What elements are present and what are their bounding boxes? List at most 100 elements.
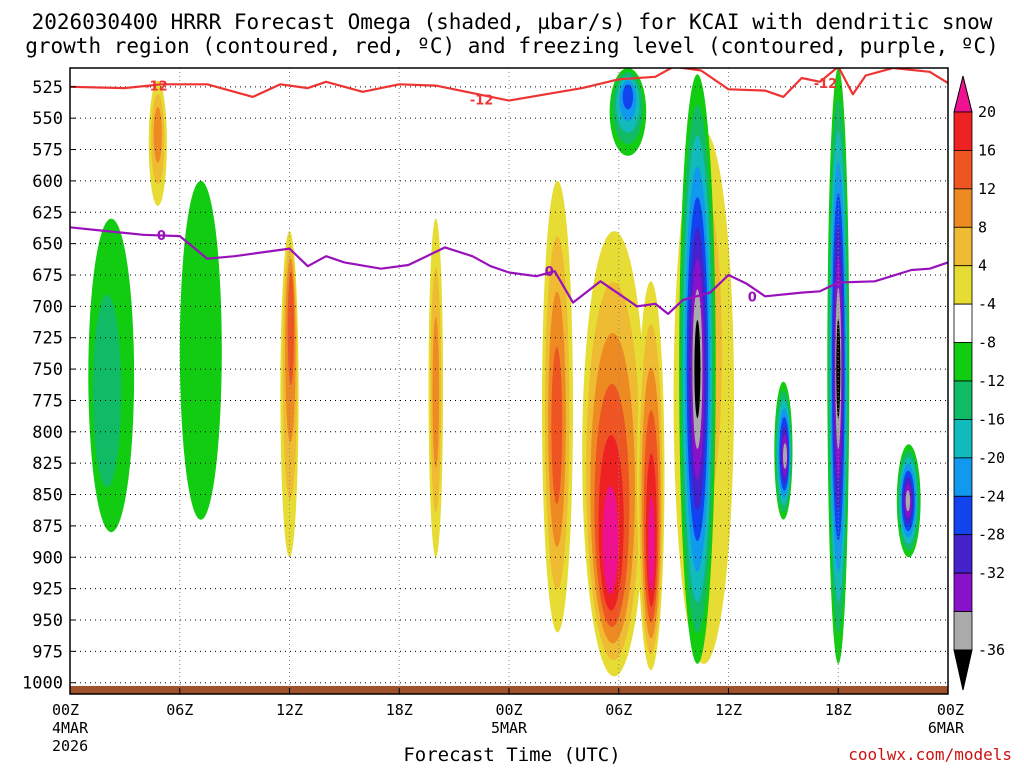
colorbar-bottom-triangle [953, 649, 973, 691]
x-tick-label-6: 12Z [715, 701, 742, 719]
y-tick-label-650: 650 [32, 235, 63, 255]
colorbar-label-3: 12 [978, 180, 996, 198]
x-tick-label-7: 18Z [825, 701, 852, 719]
omega-field-14-level-2 [92, 294, 122, 488]
contour-label-2-2: 0 [545, 265, 554, 280]
y-tick-label-625: 625 [32, 203, 63, 223]
colorbar-box-6 [953, 303, 973, 343]
x-tick-date-8: 6MAR [928, 719, 965, 737]
omega-field-12 [774, 381, 793, 520]
y-tick-label-725: 725 [32, 329, 63, 349]
colorbar-box-14 [953, 611, 973, 651]
omega-field-4-level-4 [551, 347, 563, 504]
omega-field-11 [896, 444, 921, 558]
omega-shading [88, 68, 921, 677]
contour-label-2-3: 0 [748, 290, 757, 305]
colorbar-label-14: -36 [978, 641, 1005, 659]
colorbar-box-8 [953, 380, 973, 420]
omega-field-11-level-8 [905, 490, 911, 512]
y-tick-label-900: 900 [32, 548, 63, 568]
colorbar-box-7 [953, 342, 973, 382]
colorbar-label-10: -20 [978, 449, 1005, 467]
colorbar-box-1 [953, 111, 973, 151]
colorbar-box-4 [953, 226, 973, 267]
colorbar-label-8: -12 [978, 372, 1005, 390]
y-tick-label-950: 950 [32, 611, 63, 631]
omega-field-15 [179, 180, 222, 520]
omega-field-2 [637, 281, 665, 671]
y-tick-label-850: 850 [32, 486, 63, 506]
colorbar-box-13 [953, 572, 973, 612]
x-tick-label-8: 00Z [937, 701, 964, 719]
colorbar-box-9 [953, 419, 973, 459]
contour-line-1 [70, 68, 948, 102]
y-tick-label-975: 975 [32, 642, 63, 662]
colorbar-label-5: 4 [978, 257, 987, 275]
y-tick-label-575: 575 [32, 141, 63, 161]
y-tick-label-925: 925 [32, 580, 63, 600]
contour-label-1-2: -12 [470, 93, 494, 108]
omega-field-4 [542, 180, 573, 633]
contour-label-1-3: -12 [814, 77, 838, 92]
y-tick-label-525: 525 [32, 78, 63, 98]
x-tick-label-4: 00Z [495, 701, 522, 719]
colorbar: 20 16 12 8 4 -4 -8 -12 -16 -20 -24 -28 -32 -36 [953, 75, 1005, 691]
colorbar-label-12: -28 [978, 526, 1005, 544]
omega-field-15-level-1 [179, 180, 222, 520]
x-tick-year-0: 2026 [52, 737, 88, 755]
colorbar-label-2: 16 [978, 141, 996, 159]
y-tick-label-700: 700 [32, 297, 63, 317]
y-tick-label-875: 875 [32, 517, 63, 537]
omega-field-6-level-3 [153, 106, 162, 163]
omega-field-14 [88, 218, 135, 533]
chart-title-line-2: growth region (contoured, red, ºC) and f… [25, 34, 999, 58]
y-tick-label-775: 775 [32, 391, 63, 411]
x-tick-label-5: 06Z [605, 701, 632, 719]
colorbar-label-9: -16 [978, 410, 1005, 428]
omega-field-9-level-9 [694, 320, 701, 419]
contour-label-2-1: 0 [157, 229, 166, 244]
credit-text: coolwx.com/models [848, 745, 1012, 764]
omega-field-13 [609, 68, 647, 156]
colorbar-top-triangle [953, 75, 973, 113]
omega-field-2-level-6 [648, 496, 655, 591]
y-tick-label-675: 675 [32, 266, 63, 286]
omega-field-7 [428, 218, 444, 558]
x-tick-date-4: 5MAR [491, 719, 528, 737]
colorbar-box-2 [953, 150, 973, 190]
omega-field-6 [148, 80, 167, 206]
colorbar-label-11: -24 [978, 487, 1005, 505]
colorbar-box-10 [953, 457, 973, 497]
omega-field-1 [582, 231, 647, 677]
omega-field-9 [679, 74, 716, 664]
y-tick-label-825: 825 [32, 454, 63, 474]
colorbar-label-4: 8 [978, 218, 987, 236]
chart-title-line-1: 2026030400 HRRR Forecast Omega (shaded, … [31, 10, 993, 34]
grid [70, 68, 948, 694]
y-tick-label-800: 800 [32, 423, 63, 443]
omega-field-1-level-6 [602, 486, 619, 594]
colorbar-label-1: 20 [978, 103, 996, 121]
omega-field-10 [827, 68, 850, 664]
y-tick-label-750: 750 [32, 360, 63, 380]
omega-field-5-level-4 [287, 271, 295, 385]
temperature-contours: -12 -12 -12 0 0 0 [70, 68, 948, 315]
y-axis: 525 550 575 600 625 650 675 700 725 750 775 800 825 8… [22, 78, 76, 694]
contour-line-2 [70, 226, 948, 315]
x-tick-label-1: 06Z [166, 701, 193, 719]
x-tick-label-0: 00Z [52, 701, 79, 719]
y-tick-label-600: 600 [32, 172, 63, 192]
x-tick-label-2: 12Z [276, 701, 303, 719]
colorbar-label-7: -8 [978, 334, 996, 352]
omega-field-12-level-8 [783, 443, 787, 469]
x-tick-label-3: 18Z [386, 701, 413, 719]
colorbar-label-6: -4 [978, 295, 996, 313]
x-tick-date-0: 4MAR [52, 719, 89, 737]
y-tick-label-550: 550 [32, 109, 63, 129]
omega-field-13-level-5 [622, 84, 634, 110]
colorbar-box-11 [953, 495, 973, 536]
omega-field-7-level-3 [432, 316, 440, 468]
colorbar-box-12 [953, 534, 973, 574]
